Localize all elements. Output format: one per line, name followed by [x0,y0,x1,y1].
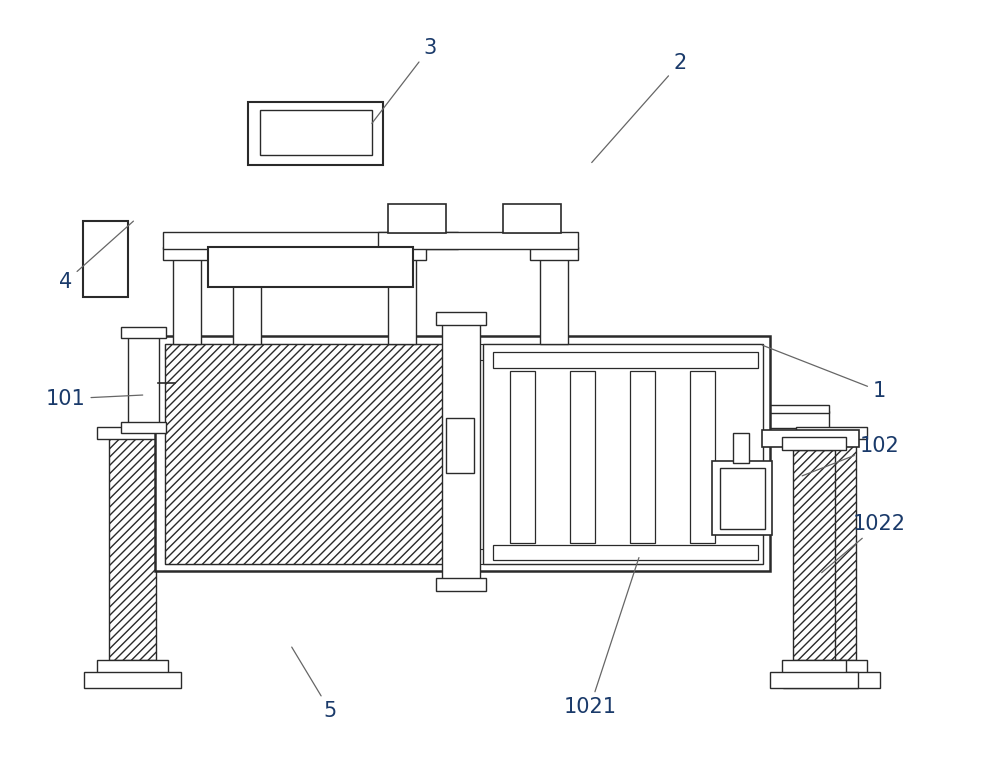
Bar [378,247,426,260]
Text: 5: 5 [292,647,337,721]
Bar [388,258,416,344]
Bar [712,461,772,536]
Bar [793,450,835,660]
Bar [690,371,715,543]
Bar [493,352,758,368]
Bar [260,110,372,156]
Bar [510,371,535,543]
Bar [570,371,595,543]
Bar [388,203,446,233]
Bar [223,247,271,260]
Bar [173,258,201,344]
Bar [165,549,760,565]
Bar [84,672,181,687]
Bar [83,221,128,297]
Bar [782,659,846,673]
Bar [540,258,568,344]
Bar [808,438,856,660]
Bar [97,427,168,439]
Bar [446,418,474,473]
Bar [436,312,486,325]
Bar [530,247,578,260]
Bar [796,427,867,439]
Bar [121,327,166,338]
Text: 1: 1 [762,345,886,401]
Bar [109,438,156,660]
Bar [165,344,760,360]
Bar [436,579,486,591]
Bar [136,411,829,429]
Bar [128,336,159,429]
Bar [493,545,758,561]
Bar [770,672,858,687]
Bar [155,336,770,571]
Bar [163,231,458,249]
Text: 101: 101 [46,389,143,409]
Bar [630,371,655,543]
Bar [378,231,578,249]
Bar [762,430,859,447]
Bar [136,405,829,413]
Bar [121,422,166,433]
Bar [503,203,561,233]
Text: 1022: 1022 [822,514,906,572]
Text: 4: 4 [59,221,133,292]
Bar [733,433,749,463]
Text: 102: 102 [802,436,899,476]
Text: 1021: 1021 [563,558,639,717]
Bar [165,344,445,565]
Bar [248,102,383,165]
Bar [97,659,168,673]
Bar [783,672,880,687]
Text: 2: 2 [592,53,686,163]
Bar [208,246,413,287]
Bar [163,247,211,260]
Bar [483,344,763,565]
Bar [442,322,480,580]
Bar [720,468,765,529]
Bar [796,659,867,673]
Bar [233,258,261,344]
Bar [782,437,846,450]
Text: 3: 3 [372,38,437,124]
